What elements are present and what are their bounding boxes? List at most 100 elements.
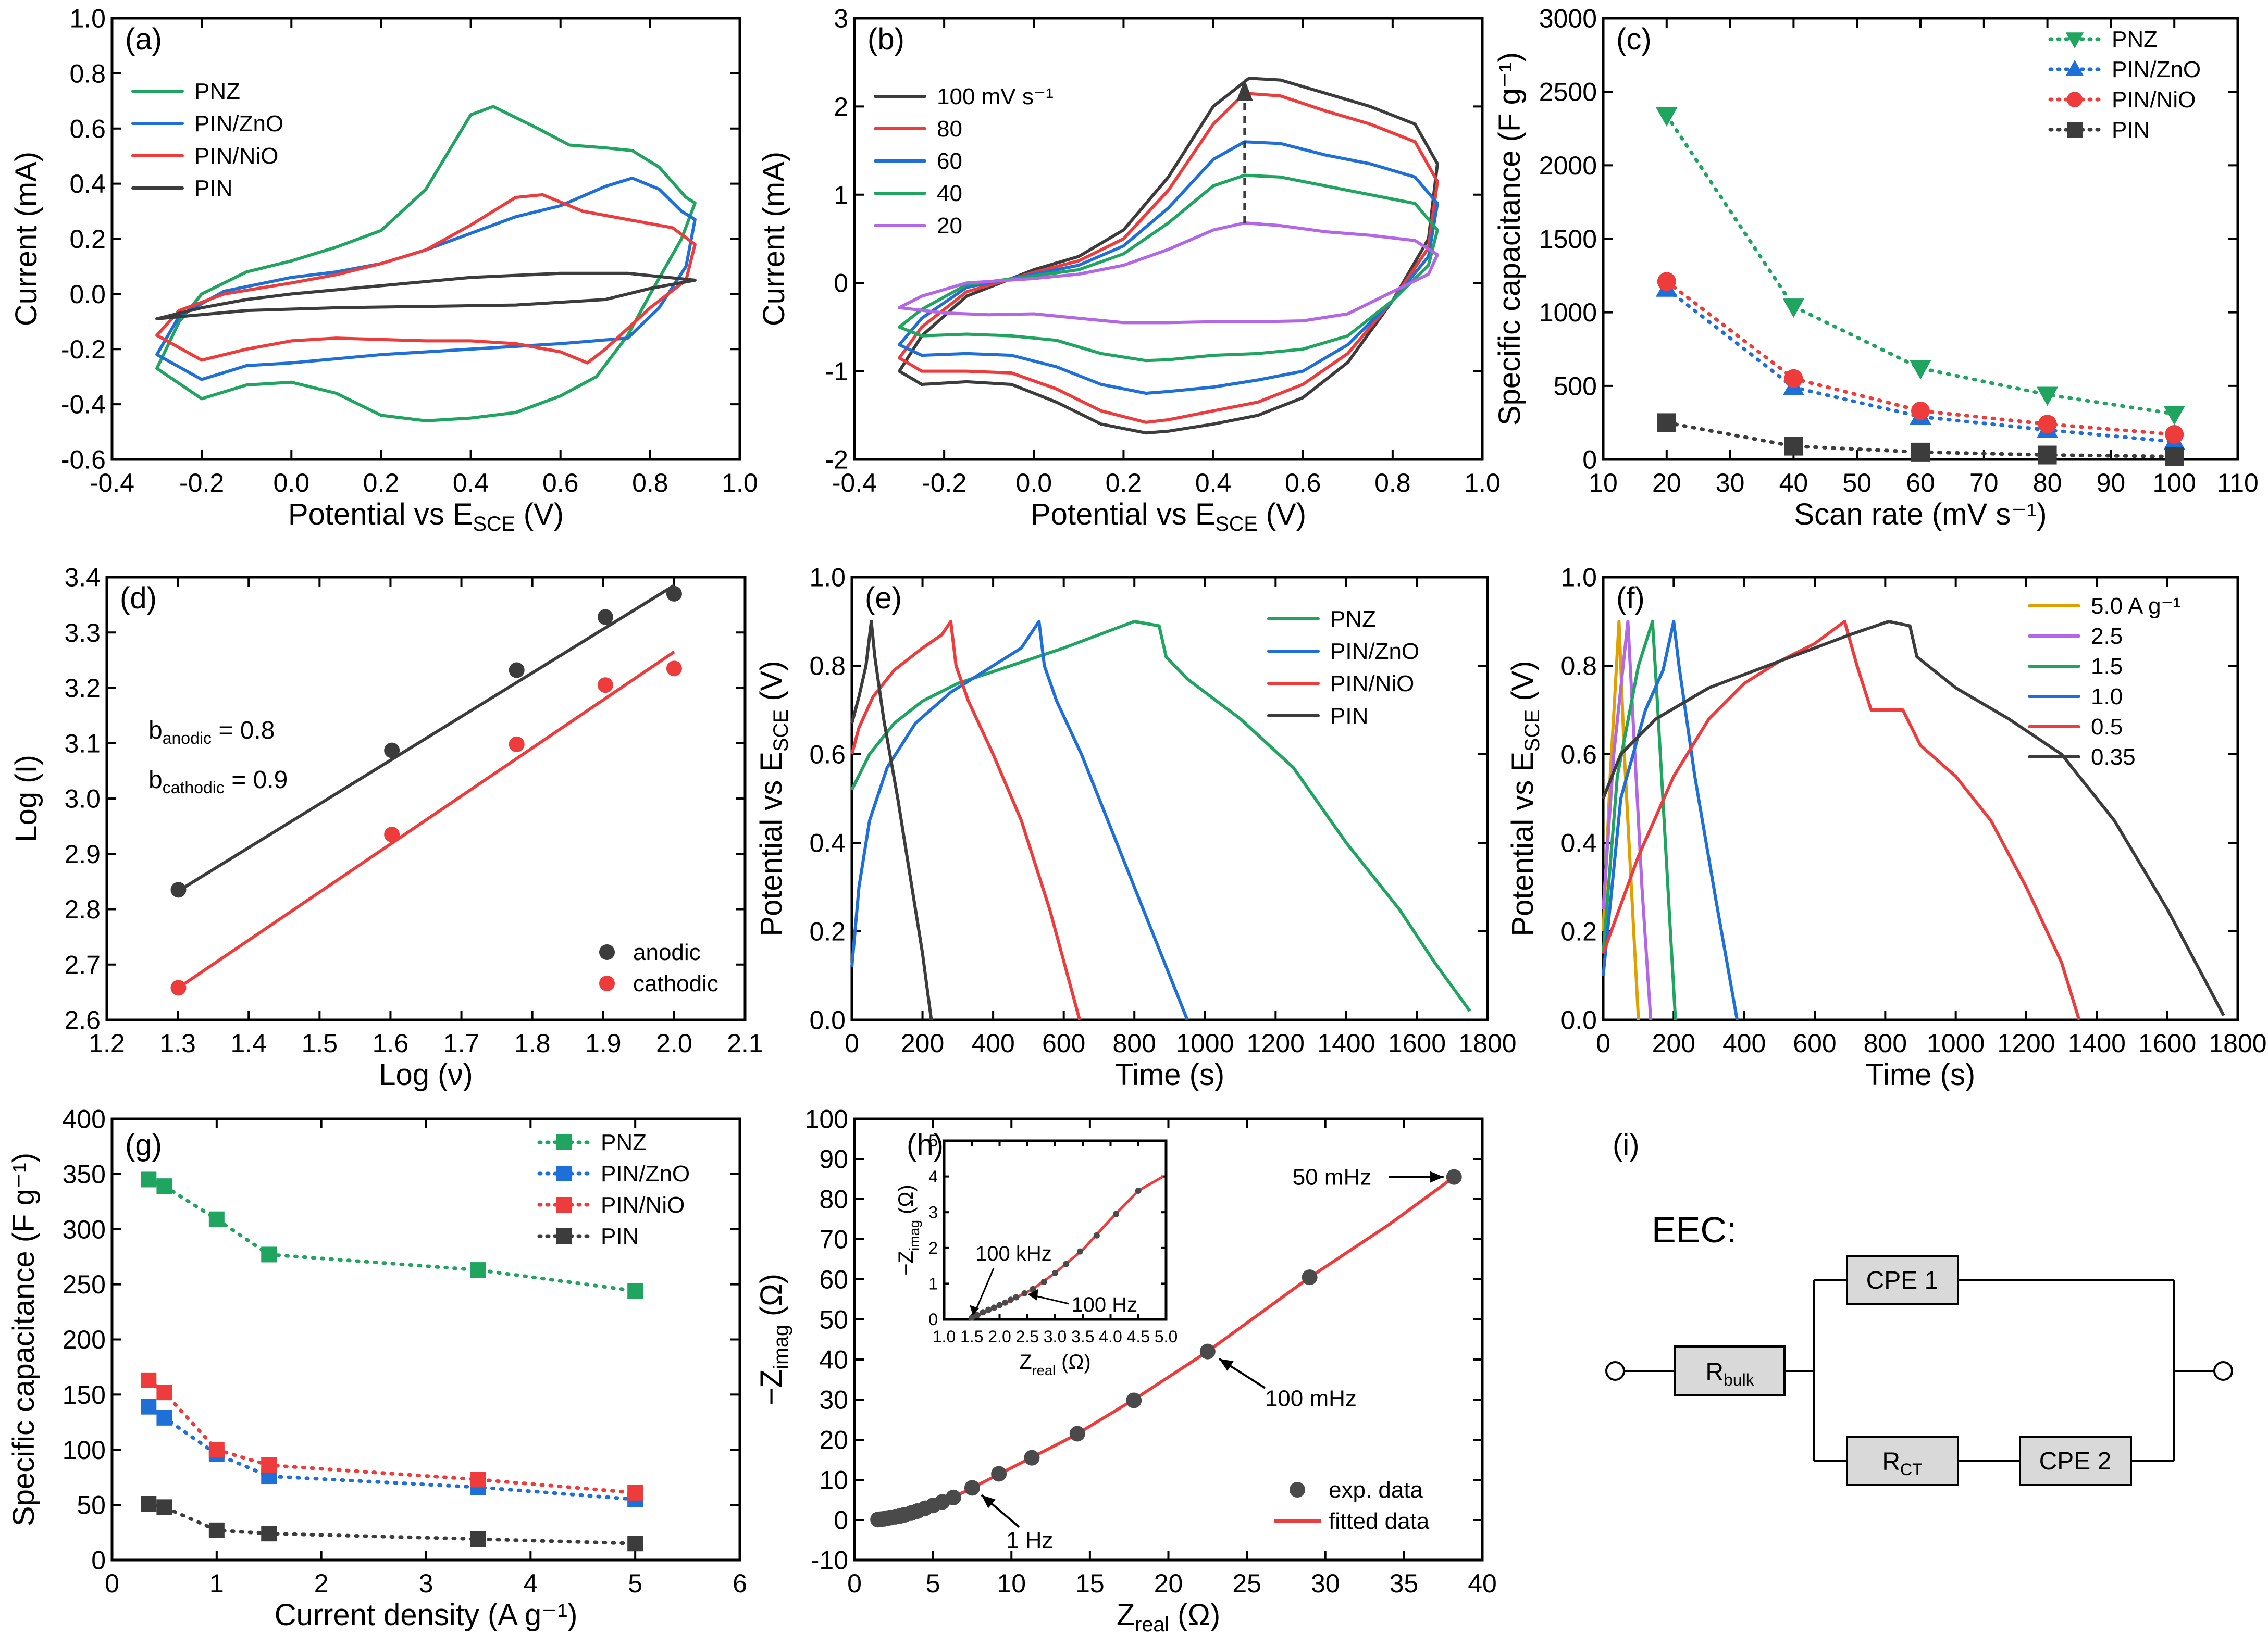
data-point-PNZ (1656, 107, 1678, 127)
x-tick-label: 800 (1864, 1029, 1907, 1058)
y-tick-label: -10 (811, 1546, 848, 1575)
x-tick-label: 0.6 (542, 468, 579, 497)
legend-label: PIN (601, 1224, 639, 1249)
legend-label: PIN/ZnO (601, 1161, 690, 1187)
y-tick-label: 2 (928, 1239, 938, 1257)
legend-label: 20 (937, 213, 962, 239)
data-point-cathodic (509, 736, 525, 752)
x-tick-label: 3 (419, 1569, 433, 1598)
data-point-PIN (1657, 413, 1676, 432)
y-tick-label: 80 (819, 1185, 848, 1214)
data-point-PIN/NiO (627, 1485, 643, 1501)
annotation-50mhz: 50 mHz (1293, 1165, 1372, 1190)
panel-g-capacitance-vs-current: 0 1 2 3 4 5 6 0 50 100 150 200 250 300 350 400 Current d… (7, 1105, 747, 1632)
x-tick-label: 0 (847, 1569, 862, 1598)
x-tick-label: 200 (1652, 1029, 1695, 1058)
x-tick-label: 1.6 (373, 1029, 409, 1058)
legend-label: PNZ (2112, 27, 2158, 52)
y-tick-label: 4 (928, 1167, 938, 1186)
series-line-PIN-ZnO (850, 620, 1189, 1021)
y-tick-label: 0.0 (69, 280, 106, 309)
x-tick-label: 5 (628, 1569, 642, 1598)
y-tick-label: 0 (834, 1506, 848, 1535)
panel-label-d: (d) (120, 581, 157, 615)
y-tick-label: 40 (819, 1345, 848, 1375)
y-tick-label: 2000 (1539, 151, 1597, 180)
x-tick-label: 30 (1716, 468, 1745, 497)
circuit-title: EEC: (1652, 1209, 1737, 1250)
x-tick-label: 1800 (1458, 1029, 1516, 1058)
x-tick-label: 400 (1722, 1029, 1766, 1058)
y-axis-title: −Zimag (Ω) (754, 1274, 792, 1405)
legend-label: exp. data (1329, 1477, 1423, 1503)
x-tick-label: 2.5 (1016, 1327, 1039, 1346)
inset-exp-point (1040, 1278, 1047, 1285)
circuit-terminal-left (1605, 1361, 1625, 1381)
panel-label-h: (h) (907, 1128, 944, 1162)
data-point-PIN (261, 1526, 277, 1542)
x-tick-label: 600 (1042, 1029, 1085, 1058)
x-tick-label: 1.0 (1464, 468, 1501, 497)
legend-marker (2067, 122, 2083, 138)
annotation-arrow-head (1430, 1171, 1444, 1183)
x-tick-label: 90 (2097, 468, 2126, 497)
inset-exp-point (980, 1309, 986, 1316)
y-tick-label: 150 (63, 1380, 106, 1410)
data-point-cathodic (597, 677, 613, 693)
inset-exp-point (1021, 1290, 1028, 1296)
y-tick-label: 3.1 (64, 729, 101, 758)
y-tick-label: 0 (1582, 445, 1597, 475)
data-point-PIN (208, 1522, 225, 1538)
x-tick-label: 70 (1969, 468, 1999, 497)
x-tick-label: 1000 (1176, 1029, 1234, 1058)
circuit-rbulk-label: Rbulk (1705, 1358, 1754, 1389)
x-axis-title: Log (ν) (379, 1058, 473, 1092)
legend-label: PIN/NiO (194, 143, 278, 169)
inset-annotation-100khz: 100 kHz (975, 1242, 1052, 1265)
exp-data-point (1199, 1343, 1216, 1360)
panel-label-i: (i) (1613, 1128, 1640, 1162)
inset-exp-point (1113, 1211, 1120, 1217)
x-tick-label: -0.2 (179, 468, 224, 497)
legend-label: PIN/NiO (601, 1192, 685, 1218)
y-tick-label: 0.6 (1560, 740, 1597, 769)
x-axis-title: Potential vs ESCE (V) (288, 497, 564, 535)
legend-label: PIN (1330, 703, 1368, 729)
y-tick-label: -2 (825, 445, 848, 475)
panel-label-f: (f) (1616, 581, 1645, 615)
inset-exp-point (969, 1314, 975, 1321)
data-point-PIN (627, 1536, 643, 1552)
panel-label-c: (c) (1616, 22, 1652, 56)
x-tick-label: 800 (1113, 1029, 1156, 1058)
y-tick-label: 2 (834, 92, 848, 121)
data-point-PIN (1911, 442, 1930, 462)
exp-data-point (1069, 1426, 1085, 1442)
series-line-1-5 (1602, 620, 1677, 1020)
y-axis-title: Specific capacitance (F g⁻¹) (1493, 52, 1527, 426)
circuit-rbulk (1674, 1345, 1786, 1396)
y-tick-label: 2.9 (64, 840, 101, 869)
data-point-PIN/NiO (2165, 425, 2184, 444)
x-tick-label: 10 (1589, 468, 1618, 497)
y-axis-title: Potential vs ESCE (V) (1506, 660, 1544, 936)
y-tick-label: 1 (928, 1275, 938, 1293)
inset-background (944, 1141, 1166, 1319)
panel-b-cv-scan-rates: -0.4 -0.2 0.0 0.2 0.4 0.6 0.8 1.0 -2 -1 0 1 2 3 Potent… (757, 4, 1501, 536)
inset-annotation-100hz: 100 Hz (1071, 1293, 1137, 1316)
x-tick-label: 1.0 (933, 1327, 956, 1346)
legend-label: PIN/NiO (2112, 87, 2196, 113)
y-tick-label: 200 (63, 1325, 106, 1354)
y-tick-label: 1.0 (809, 563, 846, 592)
series-line-PIN-NiO (850, 620, 1082, 1020)
x-tick-label: 2.0 (988, 1327, 1011, 1346)
inset-exp-point (1052, 1269, 1058, 1276)
y-axis-title: Current (mA) (757, 152, 791, 326)
inset-exp-point (1013, 1294, 1020, 1301)
y-tick-label: 500 (1554, 371, 1597, 401)
y-tick-label: 70 (819, 1225, 848, 1254)
legend-label: PIN/NiO (1330, 671, 1414, 696)
x-tick-label: 1800 (2209, 1029, 2266, 1058)
y-tick-label: -0.4 (61, 390, 106, 419)
x-tick-label: 1200 (1247, 1029, 1305, 1058)
